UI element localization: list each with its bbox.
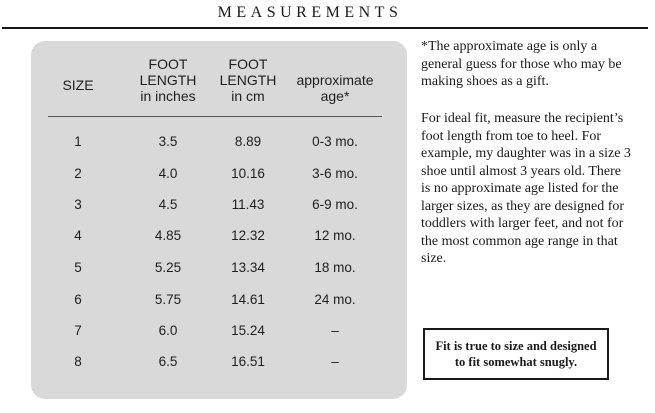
cell-age: 24 mo. — [314, 292, 356, 307]
header-foot-cm-line-3: in cm — [231, 88, 265, 104]
cell-age: 12 mo. — [314, 228, 356, 243]
cell-cm: 13.34 — [231, 260, 265, 275]
header-foot-cm: FOOT LENGTH in cm — [208, 56, 288, 104]
cell-cm: 12.32 — [231, 228, 265, 243]
header-age: approximate age* — [290, 72, 380, 104]
cell-age: 18 mo. — [314, 260, 356, 275]
header-foot-inches-line-2: LENGTH — [139, 72, 197, 88]
cell-size: 2 — [74, 166, 82, 181]
title-divider — [2, 27, 648, 29]
cell-inches: 4.85 — [154, 228, 182, 243]
header-foot-inches-line-1: FOOT — [148, 56, 188, 72]
table-row: 2 4.0 10.16 3-6 mo. — [31, 165, 407, 183]
fit-callout-text: Fit is true to size and designed to fit … — [435, 339, 597, 369]
cell-age: – — [331, 354, 339, 369]
table-row: 7 6.0 15.24 – — [31, 322, 407, 340]
cell-size: 5 — [74, 260, 82, 275]
header-foot-inches: FOOT LENGTH in inches — [128, 56, 208, 104]
cell-size: 1 — [74, 134, 82, 149]
fit-note: For ideal fit, measure the recipient’s f… — [421, 111, 631, 266]
cell-cm: 15.24 — [231, 323, 265, 338]
cell-inches: 6.0 — [158, 323, 178, 338]
age-note: *The approximate age is only a general g… — [421, 39, 622, 89]
cell-cm: 8.89 — [234, 134, 262, 149]
cell-age: 6-9 mo. — [312, 197, 358, 212]
cell-inches: 4.5 — [158, 197, 178, 212]
table-row: 8 6.5 16.51 – — [31, 353, 407, 371]
header-age-line-2: age* — [320, 88, 350, 104]
cell-inches: 3.5 — [158, 134, 178, 149]
cell-cm: 10.16 — [231, 166, 265, 181]
table-row: 6 5.75 14.61 24 mo. — [31, 291, 407, 309]
header-age-line-1: approximate — [296, 72, 374, 88]
table-row: 5 5.25 13.34 18 mo. — [31, 259, 407, 277]
cell-age: – — [331, 323, 339, 338]
header-size-label: SIZE — [62, 77, 94, 93]
measurements-table: SIZE FOOT LENGTH in inches FOOT LENGTH i… — [31, 41, 407, 399]
cell-cm: 11.43 — [231, 197, 265, 212]
cell-age: 3-6 mo. — [312, 166, 358, 181]
cell-size: 7 — [74, 323, 82, 338]
cell-size: 8 — [74, 354, 82, 369]
cell-size: 6 — [74, 292, 82, 307]
cell-inches: 6.5 — [158, 354, 178, 369]
header-foot-cm-line-2: LENGTH — [219, 72, 277, 88]
table-row: 1 3.5 8.89 0-3 mo. — [31, 133, 407, 151]
header-divider — [48, 116, 382, 117]
cell-inches: 5.75 — [154, 292, 182, 307]
header-size: SIZE — [58, 77, 98, 93]
cell-cm: 16.51 — [231, 354, 265, 369]
cell-inches: 5.25 — [154, 260, 182, 275]
cell-size: 4 — [74, 228, 82, 243]
header-foot-inches-line-3: in inches — [140, 88, 196, 104]
table-row: 4 4.85 12.32 12 mo. — [31, 227, 407, 245]
cell-size: 3 — [74, 197, 82, 212]
fit-callout-box: Fit is true to size and designed to fit … — [423, 328, 609, 380]
page-title: MEASUREMENTS — [217, 4, 403, 21]
cell-age: 0-3 mo. — [312, 134, 358, 149]
header-foot-cm-line-1: FOOT — [228, 56, 268, 72]
cell-cm: 14.61 — [231, 292, 265, 307]
table-row: 3 4.5 11.43 6-9 mo. — [31, 196, 407, 214]
cell-inches: 4.0 — [158, 166, 178, 181]
